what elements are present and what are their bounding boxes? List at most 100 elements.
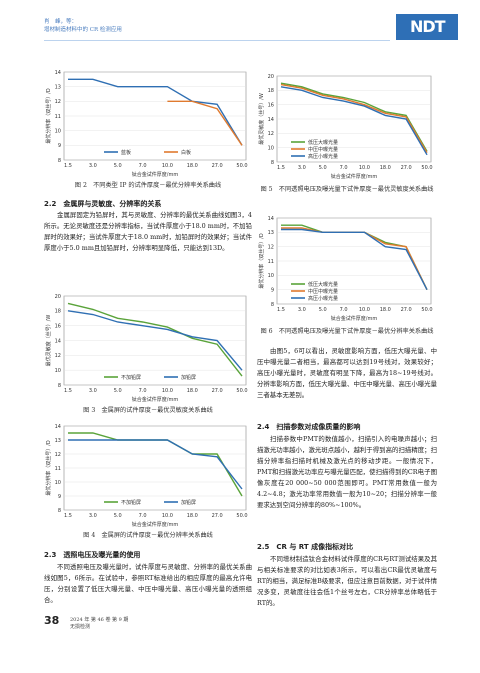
footer-journal: 无损检测 xyxy=(70,624,91,630)
x-tick-label: 7.0 xyxy=(139,163,147,169)
y-axis-label: 最优灵敏度（丝号）/W xyxy=(258,93,265,145)
series-line xyxy=(280,83,428,154)
y-axis-label: 最优分辨率（双丝号）/D xyxy=(45,88,52,144)
x-axis-label: 钛合金试件厚度/mm xyxy=(132,521,179,528)
x-tick-label: 18.0 xyxy=(187,388,198,394)
y-tick-label: 8 xyxy=(271,160,274,166)
heading-2-2: 2.2 金属屏与灵敏度、分辨率的关系 xyxy=(44,200,162,208)
y-tick-label: 13 xyxy=(268,230,274,236)
page-number: 38 xyxy=(44,614,60,627)
chart-fig3-svg: 8 10 12 14 16 18 20 1.5 3.0 5.0 7.0 10.0 18.0 27.0 50.… xyxy=(45,294,248,403)
x-tick-label: 7.0 xyxy=(340,165,348,171)
y-tick-label: 14 xyxy=(55,70,61,76)
journal-logo: NDT xyxy=(396,14,458,40)
x-tick-label: 10.0 xyxy=(359,165,370,171)
chart-fig2: 8 9 10 11 12 13 14 1.5 3.0 5.0 7.0 10.0 18.0 27.0 50.0… xyxy=(44,66,252,180)
x-tick-label: 18.0 xyxy=(187,513,198,519)
x-tick-label: 3.0 xyxy=(89,513,97,519)
y-axis-label: 最优灵敏度（丝号）/W xyxy=(45,315,52,367)
y-tick-label: 14 xyxy=(268,117,274,123)
legend-label: 不加铅屏 xyxy=(121,499,141,506)
x-tick-label: 3.0 xyxy=(89,388,97,394)
running-header: 肖 峰，等： 增材制造材料中的 CR 检测应用 xyxy=(44,18,122,34)
chart-fig4: 8 9 10 11 12 13 14 1.5 3.0 5.0 7.0 10.0 18.0 27.0 50.0… xyxy=(44,420,252,530)
series-line xyxy=(68,78,243,146)
y-tick-label: 12 xyxy=(55,452,61,458)
x-tick-label: 18.0 xyxy=(380,165,391,171)
caption-fig4: 图 4 金属屏的试件厚度－最优分辨率关系曲线 xyxy=(83,532,213,539)
x-tick-label: 50.0 xyxy=(236,513,247,519)
x-tick-label: 5.0 xyxy=(114,388,122,394)
y-tick-label: 10 xyxy=(55,128,61,134)
series-line xyxy=(280,82,428,152)
paragraph-2-4: 扫描参数中PMT的数值越小，扫描引入的电噪声越小；扫描激光功率越小，激光斑点越小… xyxy=(257,435,437,509)
x-axis-label: 钛合金试件厚度/mm xyxy=(331,173,378,180)
series-line xyxy=(281,228,428,291)
legend-label: 中压中曝光量 xyxy=(308,146,338,153)
chart-fig4-svg: 8 9 10 11 12 13 14 1.5 3.0 5.0 7.0 10.0 18.0 27.0 50.0… xyxy=(45,424,248,528)
x-axis-label: 钛合金试件厚度/mm xyxy=(132,171,179,178)
legend-label: 低压大曝光量 xyxy=(308,139,338,146)
logo-text: NDT xyxy=(410,17,446,36)
y-tick-label: 8 xyxy=(271,302,274,308)
y-tick-label: 8 xyxy=(58,508,61,514)
x-tick-label: 27.0 xyxy=(212,163,223,169)
legend-label: 低压大曝光量 xyxy=(308,281,338,288)
x-tick-label: 10.0 xyxy=(162,513,173,519)
x-tick-label: 1.5 xyxy=(64,513,72,519)
y-tick-label: 16 xyxy=(268,102,274,108)
paragraph-results: 由图5，6可以看出，灵敏度影响方面，低压大曝光量、中压中曝光量二者相当，最高都可… xyxy=(257,347,437,399)
legend-label: 加铅屏 xyxy=(181,374,196,381)
heading-2-5: 2.5 CR 与 RT 成像指标对比 xyxy=(257,543,354,551)
series-line xyxy=(68,439,243,490)
header-title: 增材制造材料中的 CR 检测应用 xyxy=(44,27,122,33)
chart-fig3: 8 10 12 14 16 18 20 1.5 3.0 5.0 7.0 10.0 18.0 27.0 50.… xyxy=(44,290,252,405)
caption-fig3: 图 3 金属屏的试件厚度－最优灵敏度关系曲线 xyxy=(83,407,213,414)
paragraph-2-2: 金属屏固定为铅屏时，其与灵敏度、分辨率的最优关系曲线如图3，4所示。无论灵敏度还… xyxy=(44,211,252,252)
footer-issue: 2024 年 第 46 卷 第 9 期 xyxy=(70,617,129,623)
x-tick-label: 7.0 xyxy=(139,388,147,394)
legend-label: 白板 xyxy=(181,149,191,156)
y-tick-label: 8 xyxy=(58,158,61,164)
x-tick-label: 27.0 xyxy=(401,307,412,313)
x-tick-label: 50.0 xyxy=(236,163,247,169)
y-tick-label: 12 xyxy=(55,353,61,359)
x-tick-label: 5.0 xyxy=(114,513,122,519)
x-tick-label: 3.0 xyxy=(89,163,97,169)
legend-label: 加铅屏 xyxy=(181,499,196,506)
x-tick-label: 10.0 xyxy=(359,307,370,313)
y-tick-label: 12 xyxy=(268,131,274,137)
x-tick-label: 50.0 xyxy=(421,165,432,171)
x-tick-label: 50.0 xyxy=(236,388,247,394)
legend-label: 不加铅屏 xyxy=(121,374,141,381)
y-tick-label: 11 xyxy=(55,114,61,120)
y-tick-label: 9 xyxy=(58,494,61,500)
y-tick-label: 14 xyxy=(55,338,61,344)
y-tick-label: 12 xyxy=(55,99,61,105)
y-tick-label: 13 xyxy=(55,438,61,444)
y-tick-label: 11 xyxy=(55,466,61,472)
y-tick-label: 20 xyxy=(268,74,274,80)
legend-label: 高压小曝光量 xyxy=(308,295,338,302)
chart-fig5: 8 10 12 14 16 18 20 1.5 3.0 5.0 7.0 10.0 18.0 27.0 50.… xyxy=(257,70,437,182)
y-tick-label: 14 xyxy=(55,424,61,430)
caption-fig5: 图 5 不同透照电压及曝光量下试件厚度－最优灵敏度关系曲线 xyxy=(260,186,434,193)
y-axis-label: 最优分辨率（双丝号）/D xyxy=(45,440,52,496)
y-tick-label: 12 xyxy=(268,244,274,250)
y-tick-label: 10 xyxy=(55,368,61,374)
y-tick-label: 18 xyxy=(268,88,274,94)
paragraph-2-5: 不同增材制造钛合金材料试件厚度的CR与RT测试结果及其与相关标准要求的对比如表3… xyxy=(257,555,437,607)
series-line xyxy=(67,302,243,377)
heading-2-3: 2.3 透照电压及曝光量的使用 xyxy=(44,551,141,559)
x-tick-label: 7.0 xyxy=(139,513,147,519)
x-tick-label: 27.0 xyxy=(212,388,223,394)
x-axis-label: 钛合金试件厚度/mm xyxy=(132,396,179,403)
x-tick-label: 1.5 xyxy=(64,388,72,394)
y-tick-label: 10 xyxy=(268,273,274,279)
x-tick-label: 10.0 xyxy=(162,388,173,394)
caption-fig6: 图 6 不同透照电压及曝光量下试件厚度－最优分辨率关系曲线 xyxy=(260,328,434,335)
x-tick-label: 1.5 xyxy=(277,307,285,313)
chart-fig2-svg: 8 9 10 11 12 13 14 1.5 3.0 5.0 7.0 10.0 18.0 27.0 50.0… xyxy=(45,70,248,178)
y-tick-label: 11 xyxy=(268,259,274,265)
x-tick-label: 3.0 xyxy=(298,165,306,171)
